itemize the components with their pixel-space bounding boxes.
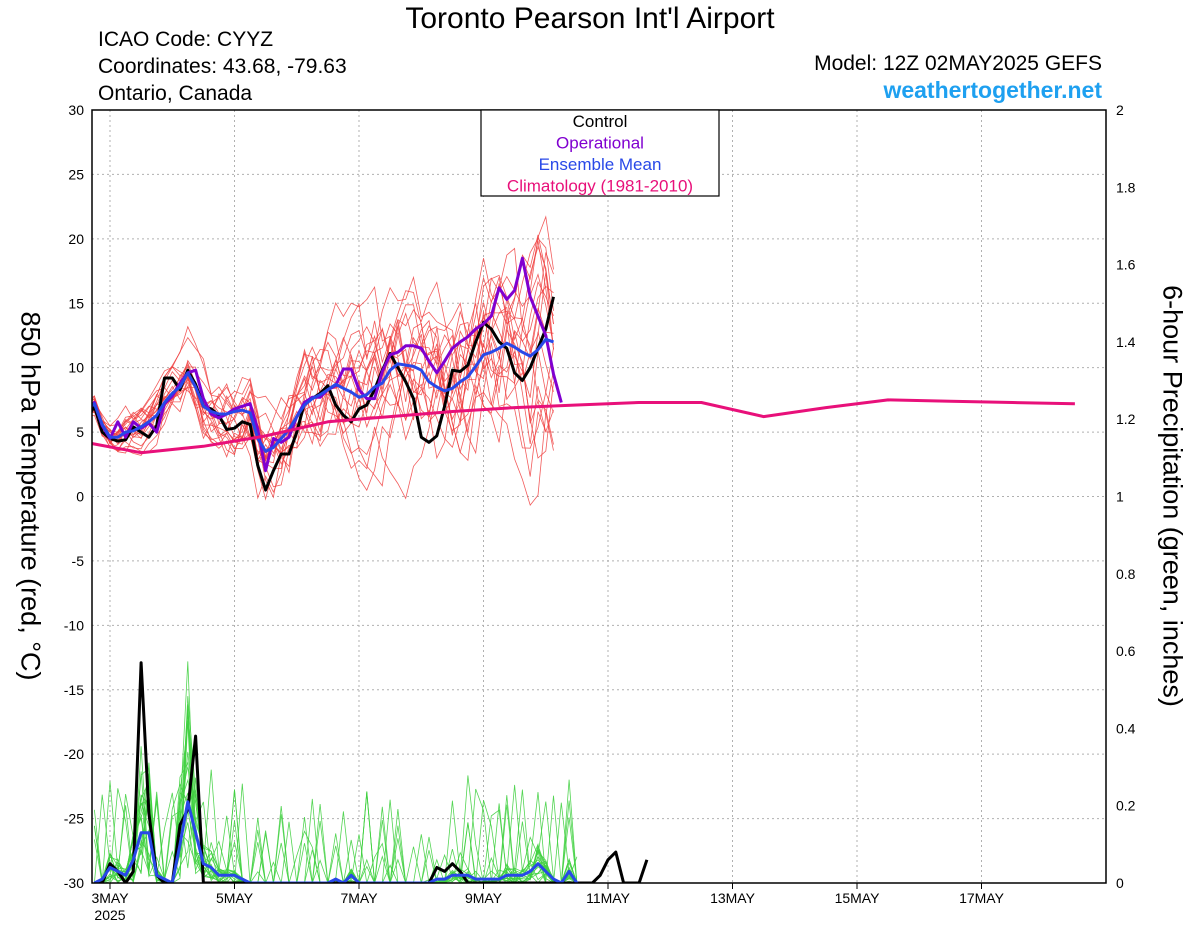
climatology-temp-line xyxy=(92,398,1075,455)
x-tick-label: 15MAY xyxy=(835,890,881,906)
series-layer xyxy=(92,256,1075,883)
region: Ontario, Canada xyxy=(98,82,253,105)
operational-temp-line xyxy=(92,256,563,473)
y2-tick-label: 2 xyxy=(1116,102,1124,118)
member-precip-line xyxy=(94,780,578,883)
x-tick-label: 17MAY xyxy=(959,890,1005,906)
site-link[interactable]: weathertogether.net xyxy=(883,77,1102,103)
y-tick-label: 15 xyxy=(68,295,84,311)
ensemble-mean-precip-line xyxy=(93,800,579,883)
y-tick-label: 0 xyxy=(76,489,84,505)
member-temp-line xyxy=(92,276,554,477)
y2-tick-label: 1 xyxy=(1116,489,1124,505)
legend-box xyxy=(480,109,720,197)
x-tick-label: 7MAY xyxy=(340,890,378,906)
y-tick-label: -20 xyxy=(64,746,84,762)
member-temp-line xyxy=(92,312,554,464)
y2-tick-label: 1.6 xyxy=(1116,257,1136,273)
member-temp-line xyxy=(92,245,554,499)
legend-entry: Ensemble Mean xyxy=(539,155,662,174)
y-tick-label: -25 xyxy=(64,811,84,827)
y-tick-label: -10 xyxy=(64,617,84,633)
member-precip-line xyxy=(94,661,578,883)
x-tick-label: 3MAY xyxy=(91,890,129,906)
axis-layer: 302520151050-5-10-15-20-25-303MAY20255MA… xyxy=(64,102,1136,923)
x-tick-label: 13MAY xyxy=(710,890,756,906)
y2-tick-label: 0.6 xyxy=(1116,643,1136,659)
legend-layer: Control Operational Ensemble Mean Climatolo… xyxy=(480,109,720,197)
y-tick-label: 30 xyxy=(68,102,84,118)
legend-entry: Control xyxy=(573,112,628,131)
y2-tick-label: 1.2 xyxy=(1116,411,1136,427)
icao-code: ICAO Code: CYYZ xyxy=(98,28,274,51)
y2-tick-label: 0.4 xyxy=(1116,720,1136,736)
y2-tick-label: 0.2 xyxy=(1116,798,1136,814)
member-temp-line xyxy=(92,325,554,506)
member-temp-line xyxy=(92,311,554,458)
y-tick-label: -15 xyxy=(64,682,84,698)
legend-entry: Climatology (1981-2010) xyxy=(507,177,693,196)
member-temp-line xyxy=(92,302,554,492)
y2-tick-label: 1.4 xyxy=(1116,334,1136,350)
member-temp-line xyxy=(92,331,554,500)
member-precip-line xyxy=(94,783,578,883)
ensemble-mean-temp-line xyxy=(92,337,554,453)
y2-tick-label: 1.8 xyxy=(1116,179,1136,195)
ensemble-members-layer xyxy=(92,215,578,883)
y-tick-label: 20 xyxy=(68,231,84,247)
coordinates: Coordinates: 43.68, -79.63 xyxy=(98,55,347,78)
member-temp-line xyxy=(92,306,554,501)
y-tick-label: 25 xyxy=(68,166,84,182)
y2-tick-label: 0.8 xyxy=(1116,566,1136,582)
y-tick-label: -30 xyxy=(64,875,84,891)
x-tick-sublabel: 2025 xyxy=(94,907,125,923)
x-tick-label: 5MAY xyxy=(216,890,254,906)
model-run: Model: 12Z 02MAY2025 GEFS xyxy=(814,52,1102,75)
y-tick-label: 5 xyxy=(76,424,84,440)
y-tick-label: 10 xyxy=(68,360,84,376)
page-title: Toronto Pearson Int'l Airport xyxy=(405,2,775,35)
y2-tick-label: 0 xyxy=(1116,875,1124,891)
legend-entry: Operational xyxy=(556,134,644,153)
y-tick-label: -5 xyxy=(72,553,85,569)
grid-layer xyxy=(92,110,1106,883)
x-tick-label: 11MAY xyxy=(586,890,630,906)
x-tick-label: 9MAY xyxy=(465,890,503,906)
